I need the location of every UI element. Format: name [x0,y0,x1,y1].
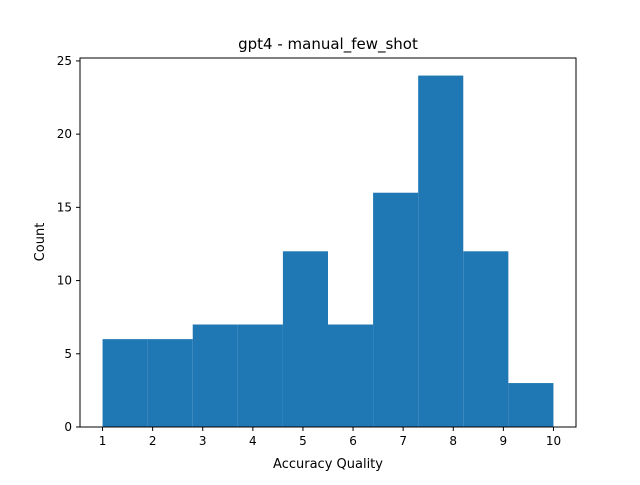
histogram-bar [282,251,328,427]
x-axis-label: Accuracy Quality [273,457,383,472]
histogram-bar [147,339,193,427]
plot-frame [79,57,577,428]
x-axis-ticks: 1 2 3 4 5 6 7 8 9 10 [99,427,561,448]
y-tick-label: 25 [57,54,72,68]
histogram-bar [508,383,554,427]
histogram-bar [102,339,148,427]
x-tick-label: 5 [299,434,307,448]
y-tick-label: 0 [64,420,72,434]
y-tick-label: 5 [64,347,72,361]
y-tick-label: 10 [57,274,72,288]
y-axis-ticks: 0 5 10 15 20 25 [57,54,80,434]
x-tick-label: 10 [546,434,561,448]
x-tick-label: 1 [99,434,107,448]
histogram-bar [373,192,419,427]
x-tick-label: 6 [349,434,357,448]
chart-title: gpt4 - manual_few_shot [238,35,418,54]
histogram-bar [237,324,283,427]
histogram-bar [463,251,509,427]
x-tick-label: 9 [500,434,508,448]
x-tick-label: 2 [149,434,157,448]
histogram-bar [328,324,374,427]
x-tick-label: 7 [399,434,407,448]
y-tick-label: 15 [57,200,72,214]
histogram-bar [418,75,464,427]
x-tick-label: 4 [249,434,257,448]
x-tick-label: 3 [199,434,207,448]
y-tick-label: 20 [57,127,72,141]
x-tick-label: 8 [449,434,457,448]
bars-group [102,75,554,427]
y-axis-label: Count [33,223,48,262]
histogram-bar [192,324,238,427]
